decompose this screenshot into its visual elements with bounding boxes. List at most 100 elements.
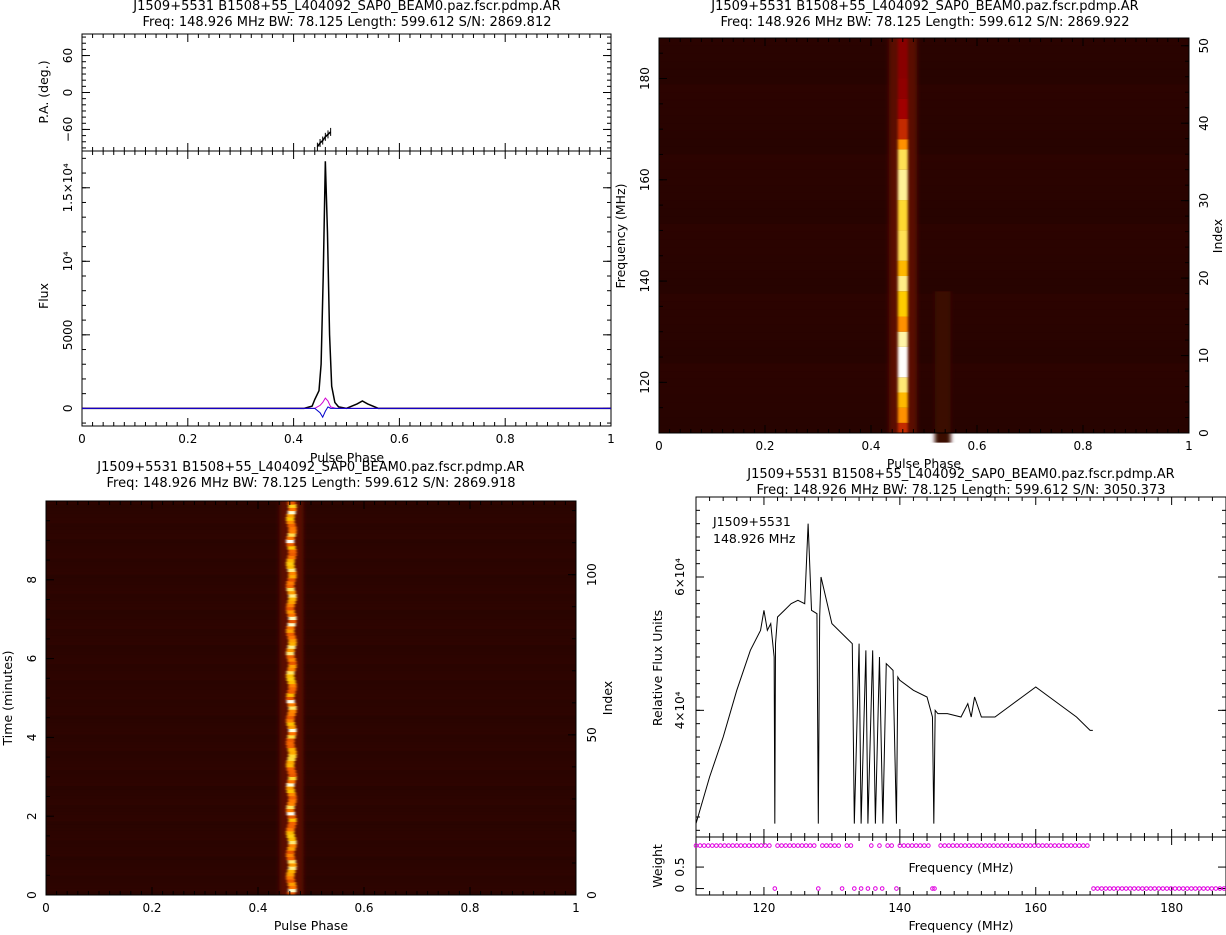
weight-point: [1023, 843, 1029, 848]
time-phase-subint-band: [46, 872, 576, 876]
weight-point-zero: [772, 886, 778, 891]
bandpass-ticks: 4×10⁴ 6×10⁴ 120 140 160 180 0 0.5: [673, 496, 1226, 915]
weight-point: [983, 843, 988, 848]
time-phase-pulse-segment: [286, 782, 295, 787]
time-phase-pulse-segment: [286, 696, 295, 701]
time-phase-subint-band: [46, 798, 576, 803]
flux-x-tick-label: 0.6: [390, 432, 409, 446]
freq-phase-channel-band: [659, 53, 1189, 62]
weight-point: [791, 843, 797, 848]
weight-point: [922, 843, 927, 848]
time-phase-pulse-segment: [288, 709, 297, 713]
weight-point-zero: [1197, 886, 1202, 891]
weight-point: [803, 843, 809, 848]
time-phase-subint-band: [46, 533, 576, 537]
time-phase-subint-band: [46, 702, 576, 707]
time-phase-pulse-segment: [288, 750, 297, 755]
weight-point-zero: [1103, 886, 1109, 891]
weight-point-zero: [852, 886, 857, 891]
weight-point: [1081, 843, 1086, 848]
freq-phase-pulse-segment: [897, 316, 908, 332]
time-phase-pulse-segment: [286, 786, 295, 790]
time-phase-pulse-segment: [287, 734, 296, 739]
weight-point-zero: [1148, 886, 1153, 891]
freq-phase-pulse-segment: [897, 291, 908, 317]
weight-point: [763, 843, 768, 848]
time-phase-subint-band: [46, 811, 576, 815]
time-phase-subint-band: [46, 840, 576, 844]
time-phase-subint-band: [46, 510, 576, 514]
pa-frame: [81, 33, 612, 152]
time-phase-pulse-segment: [287, 680, 296, 685]
weight-point: [979, 843, 984, 848]
pa-marks: [316, 127, 332, 151]
time-phase-subint-band: [46, 837, 576, 841]
time-phase-pulse-segment: [286, 738, 295, 742]
weight-point: [832, 843, 837, 848]
weight-point-zero: [1123, 886, 1129, 891]
time-phase-subint-band: [46, 776, 576, 780]
weight-point: [909, 843, 915, 848]
profile-panel: J1509+5531 B1508+55_L404092_SAP0_BEAM0.p…: [36, 0, 615, 465]
weight-point: [1019, 843, 1025, 848]
freq-phase-pulse-segment: [897, 392, 908, 408]
time-phase-y2-tick-label: 100: [585, 563, 599, 586]
time-phase-pulse-segment: [286, 609, 295, 614]
time-phase-x-tick-label: 0: [42, 901, 50, 915]
time-phase-pulse-segment: [286, 789, 295, 793]
time-phase-subint-band: [46, 584, 576, 588]
weight-point: [905, 843, 911, 848]
weight-point: [730, 843, 735, 848]
time-phase-pulse-segment: [288, 549, 297, 553]
weight-point-zero: [879, 886, 885, 891]
weight-point: [754, 843, 760, 848]
time-phase-pulse-segment: [287, 814, 296, 819]
freq-phase-channel-band: [659, 223, 1189, 232]
time-phase-pulse-segment: [286, 872, 295, 877]
time-phase-x-tick-label: 0.8: [460, 901, 479, 915]
time-phase-subint-band: [46, 581, 576, 585]
time-phase-pulse: [279, 501, 304, 896]
time-phase-x-label: Pulse Phase: [274, 918, 349, 933]
freq-phase-channel-band: [659, 278, 1189, 286]
time-phase-pulse-segment: [287, 577, 296, 582]
time-phase-pulse-segment: [288, 664, 297, 669]
weight-point: [844, 843, 850, 848]
time-phase-pulse-segment: [287, 824, 296, 829]
time-phase-pulse-segment: [288, 773, 297, 777]
time-phase-pulse-segment: [288, 619, 297, 624]
weight-point-zero: [1168, 886, 1174, 891]
time-phase-subint-band: [46, 846, 576, 851]
time-phase-subint-band: [46, 590, 576, 594]
time-phase-pulse-segment: [287, 779, 296, 784]
time-phase-pulse-segment: [287, 645, 296, 649]
freq-phase-y-tick-label: 120: [638, 371, 652, 394]
freq-phase-horizontal-bands: [659, 38, 1189, 433]
freq-phase-channel-band: [659, 45, 1189, 54]
weight-point: [710, 843, 715, 848]
time-phase-subint-band: [46, 728, 576, 732]
time-phase-subint-band: [46, 629, 576, 633]
time-phase-pulse-segment: [286, 654, 295, 659]
bandpass-series: [695, 523, 1093, 824]
freq-phase-channel-band: [659, 340, 1189, 348]
time-phase-pulse-segment: [286, 581, 295, 585]
weight-point: [820, 843, 825, 848]
freq-phase-channel-band: [659, 309, 1189, 317]
freq-phase-channel-band: [659, 301, 1189, 310]
freq-phase-panel: J1509+5531 B1508+55_L404092_SAP0_BEAM0.p…: [613, 0, 1225, 471]
time-phase-subint-band: [46, 574, 576, 578]
time-phase-subint-band: [46, 536, 576, 540]
time-phase-subint-band: [46, 766, 576, 771]
time-phase-y2-label: Index: [600, 681, 615, 715]
time-phase-subint-band: [46, 539, 576, 543]
time-phase-subint-band: [46, 885, 576, 889]
time-phase-subint-band: [46, 843, 576, 847]
freq-phase-channel-band: [659, 130, 1189, 139]
time-phase-pulse-segment: [286, 670, 295, 675]
flux-series: [82, 161, 611, 419]
time-phase-panel: J1509+5531 B1508+55_L404092_SAP0_BEAM0.p…: [0, 460, 615, 933]
time-phase-subint-band: [46, 709, 576, 713]
bandpass-x-tick-label: 120: [752, 901, 775, 915]
